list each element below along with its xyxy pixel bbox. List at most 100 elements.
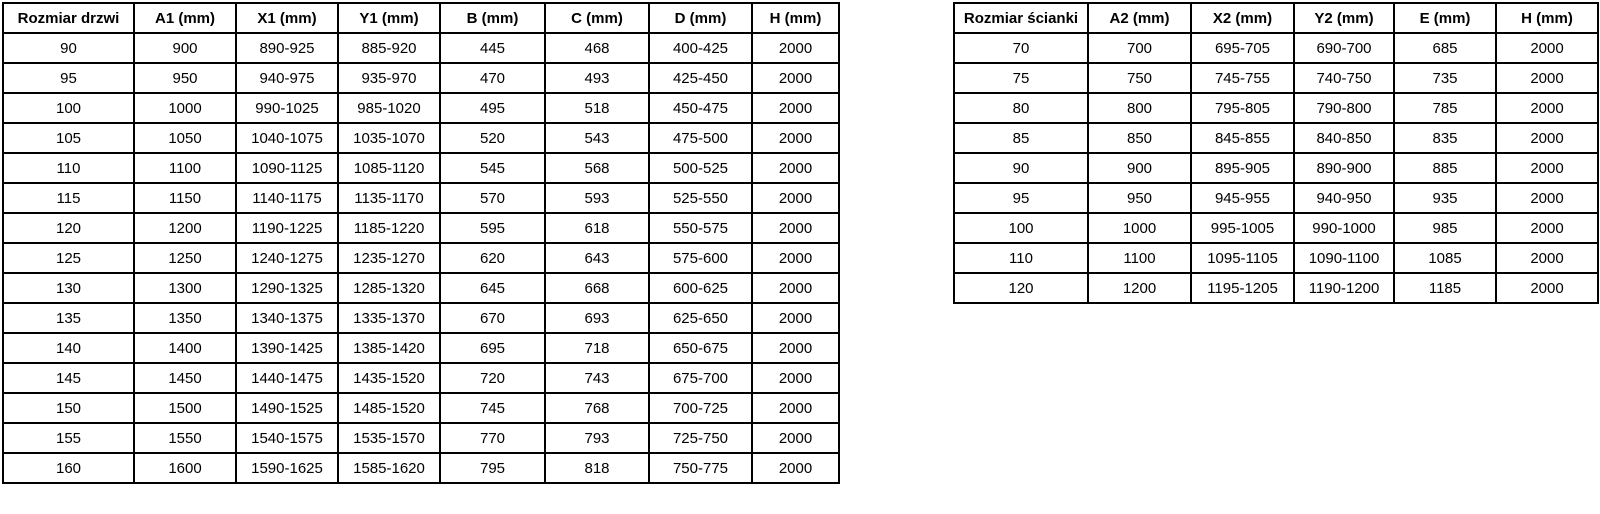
column-header: H (mm) [751, 2, 840, 34]
table-cell: 1200 [1087, 272, 1192, 304]
table-cell: 2000 [1495, 92, 1599, 124]
table-cell: 2000 [751, 152, 840, 184]
table-cell: 85 [953, 122, 1089, 154]
table-cell: 620 [439, 242, 546, 274]
table-cell: 1085-1120 [337, 152, 441, 184]
table-cell: 885 [1393, 152, 1497, 184]
table-cell: 2000 [751, 212, 840, 244]
table-cell: 940-950 [1293, 182, 1395, 214]
table-cell: 105 [2, 122, 135, 154]
table-cell: 793 [544, 422, 650, 454]
table-row: 90 900 890-925 885-920 445 468 400-425 2000 [2, 32, 840, 64]
column-header: C (mm) [544, 2, 650, 34]
table-row: 95 950 940-975 935-970 470 493 425-450 2000 [2, 62, 840, 94]
table-cell: 493 [544, 62, 650, 94]
table-row: 110 1100 1090-1125 1085-1120 545 568 500-525 20… [2, 152, 840, 184]
table-cell: 645 [439, 272, 546, 304]
table-cell: 1440-1475 [235, 362, 339, 394]
table-cell: 2000 [1495, 182, 1599, 214]
table-cell: 115 [2, 182, 135, 214]
table-cell: 1490-1525 [235, 392, 339, 424]
table-cell: 600-625 [648, 272, 753, 304]
table-cell: 140 [2, 332, 135, 364]
column-header: A2 (mm) [1087, 2, 1192, 34]
table-row: 80 800 795-805 790-800 785 2000 [953, 92, 1599, 124]
table-cell: 1535-1570 [337, 422, 441, 454]
table-cell: 450-475 [648, 92, 753, 124]
table-cell: 495 [439, 92, 546, 124]
table-cell: 120 [2, 212, 135, 244]
table-cell: 890-925 [235, 32, 339, 64]
table-cell: 990-1025 [235, 92, 339, 124]
table-cell: 1035-1070 [337, 122, 441, 154]
table-cell: 935 [1393, 182, 1497, 214]
table-cell: 518 [544, 92, 650, 124]
table-cell: 1085 [1393, 242, 1497, 274]
table-cell: 1190-1225 [235, 212, 339, 244]
column-header: D (mm) [648, 2, 753, 34]
table-cell: 2000 [1495, 32, 1599, 64]
table-cell: 740-750 [1293, 62, 1395, 94]
table-cell: 745 [439, 392, 546, 424]
table-cell: 945-955 [1190, 182, 1295, 214]
table-cell: 468 [544, 32, 650, 64]
table-cell: 670 [439, 302, 546, 334]
wall-size-table: Rozmiar ścianki A2 (mm) X2 (mm) Y2 (mm) E (m… [953, 2, 1599, 304]
table-cell: 695-705 [1190, 32, 1295, 64]
table-cell: 1285-1320 [337, 272, 441, 304]
table-cell: 1150 [133, 182, 237, 214]
table-cell: 130 [2, 272, 135, 304]
table-cell: 890-900 [1293, 152, 1395, 184]
table-cell: 470 [439, 62, 546, 94]
table-cell: 575-600 [648, 242, 753, 274]
column-header: A1 (mm) [133, 2, 237, 34]
table-cell: 950 [133, 62, 237, 94]
table-row: 70 700 695-705 690-700 685 2000 [953, 32, 1599, 64]
table-cell: 985 [1393, 212, 1497, 244]
table-cell: 2000 [751, 452, 840, 484]
table-cell: 70 [953, 32, 1089, 64]
table-row: 110 1100 1095-1105 1090-1100 1085 2000 [953, 242, 1599, 274]
table-cell: 695 [439, 332, 546, 364]
table-cell: 840-850 [1293, 122, 1395, 154]
table-cell: 135 [2, 302, 135, 334]
table-row: 150 1500 1490-1525 1485-1520 745 768 700-725 20… [2, 392, 840, 424]
table-cell: 625-650 [648, 302, 753, 334]
table-cell: 1195-1205 [1190, 272, 1295, 304]
table-cell: 985-1020 [337, 92, 441, 124]
column-header: Y1 (mm) [337, 2, 441, 34]
column-header: X2 (mm) [1190, 2, 1295, 34]
table-cell: 900 [1087, 152, 1192, 184]
table-cell: 795-805 [1190, 92, 1295, 124]
table-cell: 1000 [133, 92, 237, 124]
table-cell: 545 [439, 152, 546, 184]
table-cell: 940-975 [235, 62, 339, 94]
table-cell: 95 [953, 182, 1089, 214]
table-cell: 1050 [133, 122, 237, 154]
door-size-table: Rozmiar drzwi A1 (mm) X1 (mm) Y1 (mm) B (mm)… [2, 2, 840, 484]
table-cell: 745-755 [1190, 62, 1295, 94]
table-cell: 895-905 [1190, 152, 1295, 184]
table-cell: 650-675 [648, 332, 753, 364]
table-cell: 155 [2, 422, 135, 454]
table-cell: 643 [544, 242, 650, 274]
column-header: Rozmiar drzwi [2, 2, 135, 34]
table-cell: 1040-1075 [235, 122, 339, 154]
table-cell: 1385-1420 [337, 332, 441, 364]
table-cell: 120 [953, 272, 1089, 304]
table-cell: 550-575 [648, 212, 753, 244]
table-cell: 850 [1087, 122, 1192, 154]
table-cell: 1340-1375 [235, 302, 339, 334]
table-cell: 2000 [751, 32, 840, 64]
table-cell: 743 [544, 362, 650, 394]
table-cell: 90 [2, 32, 135, 64]
table-cell: 900 [133, 32, 237, 64]
table-cell: 2000 [1495, 62, 1599, 94]
table-cell: 95 [2, 62, 135, 94]
table-cell: 2000 [751, 272, 840, 304]
table-cell: 770 [439, 422, 546, 454]
table-cell: 2000 [1495, 122, 1599, 154]
table-row: 95 950 945-955 940-950 935 2000 [953, 182, 1599, 214]
table-row: 115 1150 1140-1175 1135-1170 570 593 525-550 20… [2, 182, 840, 214]
table-cell: 2000 [1495, 212, 1599, 244]
